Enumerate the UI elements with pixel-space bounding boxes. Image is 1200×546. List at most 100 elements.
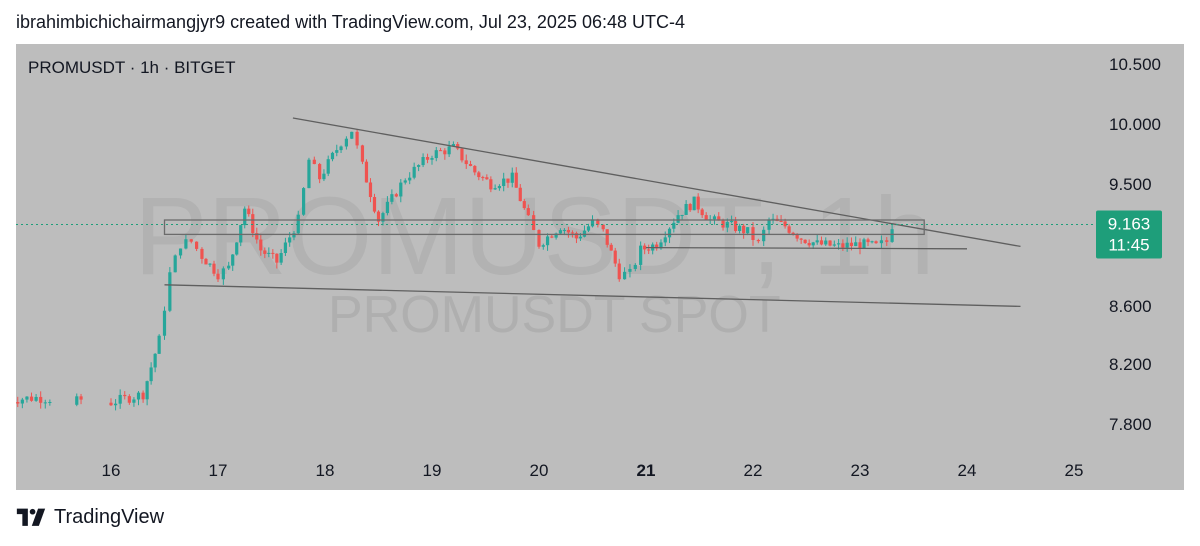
x-tick-label: 18 [316,461,335,480]
candle [403,178,407,185]
x-tick-label: 25 [1065,461,1084,480]
candle [443,148,447,160]
candle [118,389,122,409]
candle [153,353,157,373]
candle [468,160,473,167]
candle [537,229,541,249]
candle [322,169,326,182]
candle [700,207,704,218]
last-price-box [1096,210,1162,259]
candle [318,162,322,184]
bar-countdown: 11:45 [1108,235,1149,254]
candle [828,240,832,247]
candle [590,215,595,228]
candle [574,231,579,244]
y-tick-label: 8.200 [1109,355,1152,374]
candle [189,238,193,244]
candle [545,233,550,251]
candle [390,189,394,205]
candle [48,399,52,406]
candle [307,157,311,189]
candle [339,145,343,154]
time-axis[interactable]: 16 17 18 19 20 21 22 23 24 25 [102,461,1084,480]
candle [473,165,477,176]
last-price-tag: 9.163 11:45 [1096,210,1162,259]
tradingview-brand-text: TradingView [54,506,165,528]
candle [235,242,239,256]
candle [385,196,390,216]
candle [518,184,522,202]
candle [157,334,161,354]
candle [704,212,708,221]
x-tick-label: 16 [102,461,121,480]
candle [141,390,145,403]
trendlines[interactable] [16,117,1101,308]
last-price-value: 9.163 [1108,214,1151,233]
candle [489,176,493,193]
candle [667,227,672,244]
price-chart[interactable]: PROMUSDT, 1h PROMUSDT SPOT 10.500 10.000 9… [16,44,1184,490]
candle [655,241,659,251]
y-tick-label: 10.500 [1109,55,1161,74]
candle [136,391,141,406]
candle [799,237,803,244]
candle [221,266,225,285]
candle [113,399,118,411]
candle [866,237,870,247]
candle [582,225,587,238]
candle [803,239,807,244]
candle [692,196,696,211]
candle [243,206,247,229]
tradingview-logo-icon[interactable] [16,507,46,529]
candle [639,241,643,271]
candle [350,131,354,140]
y-tick-label: 9.500 [1109,175,1152,194]
candle [522,198,526,210]
candle [168,267,172,313]
x-tick-label: 20 [530,461,549,480]
candle [832,240,836,247]
candle [558,228,562,235]
candlestick-series [16,129,894,411]
candle [672,218,676,233]
candle [204,257,208,265]
lower-support-line[interactable] [164,284,1021,308]
candle [841,239,845,251]
candle [364,159,369,183]
candle [688,202,692,212]
symbol-label: PROMUSDT · 1h · BITGET [28,58,236,77]
candle [870,240,874,244]
candle [25,396,29,403]
candle [815,234,819,245]
candle [485,174,489,180]
candle [647,244,651,255]
candle [184,234,188,250]
descending-resistance-line[interactable] [292,117,1021,248]
candle [617,258,621,282]
candle [438,147,443,152]
candle [628,264,632,278]
candle [717,212,721,221]
candle [312,156,316,165]
candle [586,223,591,232]
candle [43,399,47,409]
candle [368,178,373,203]
candle [330,151,335,162]
candle [279,249,283,265]
chart-area[interactable]: PROMUSDT, 1h PROMUSDT SPOT 10.500 10.000 9… [16,44,1184,490]
upper-support-line[interactable] [645,246,968,250]
x-tick-label: 17 [209,461,228,480]
candle [779,215,783,223]
candle [127,394,131,405]
candle [566,226,571,238]
candle [756,238,760,244]
price-axis[interactable]: 10.500 10.000 9.500 8.600 8.200 7.800 [1109,55,1161,434]
x-tick-label: 24 [958,461,977,480]
candle [609,242,613,251]
resistance-zone-box[interactable] [163,219,925,236]
candle [79,393,83,405]
candle [643,243,647,255]
candle [879,235,883,248]
candle [738,223,742,234]
candle [481,175,485,181]
